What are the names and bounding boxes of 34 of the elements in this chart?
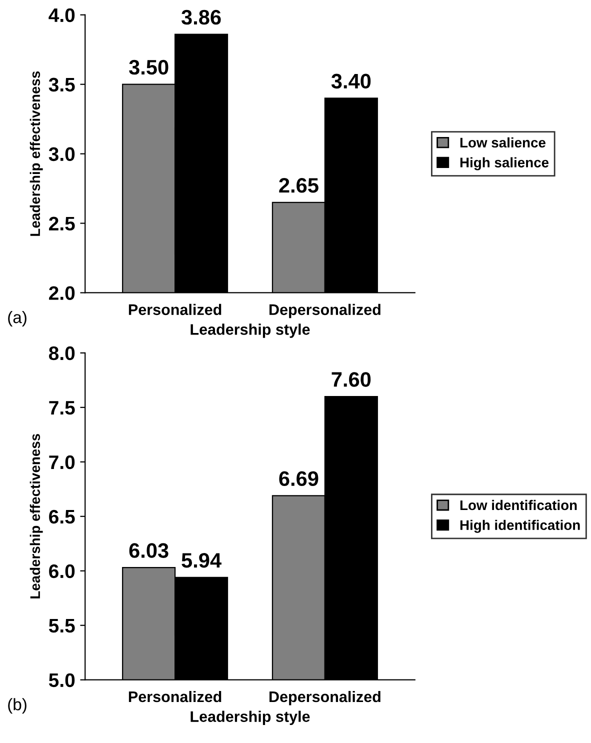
y-tick-label: 5.0 (48, 673, 75, 688)
data-label: 5.94 (182, 552, 222, 568)
y-tick-label: 2.5 (49, 216, 75, 231)
data-label: 6.69 (279, 471, 318, 486)
x-axis-title: Leadership style (190, 324, 310, 338)
legend-label: Low salience (460, 137, 546, 148)
legend-label: High salience (460, 157, 549, 170)
x-axis-title: Leadership style (190, 710, 310, 725)
text: (a) (8, 310, 26, 327)
y-tick-label: 8.0 (48, 346, 75, 360)
data-label: 2.65 (279, 178, 318, 193)
y-tick-label: 3.5 (48, 78, 75, 92)
data-label: 3.50 (129, 60, 168, 75)
x-tick-label: Depersonalized (270, 304, 380, 318)
y-axis-title: Leadership effectiveness (30, 434, 43, 598)
x-tick-label: Depersonalized (270, 690, 380, 706)
y-tick-label: 6.5 (49, 510, 75, 524)
legend-label: High identification (460, 520, 580, 533)
y-tick-label: 7.5 (49, 401, 75, 415)
data-label: 6.03 (129, 543, 168, 558)
y-tick-label: 4.0 (48, 8, 75, 22)
text: (b) (8, 698, 26, 714)
y-tick-label: 6.0 (49, 564, 75, 578)
data-label: 3.40 (331, 74, 371, 89)
x-tick-label: Personalized (128, 304, 222, 316)
y-axis-title: Leadership effectiveness (30, 71, 43, 236)
y-tick-label: 2.0 (49, 286, 75, 300)
x-tick-label: Personalized (128, 690, 222, 702)
data-label: 7.60 (332, 372, 371, 387)
data-label: 3.86 (181, 10, 221, 25)
y-tick-label: 7.0 (49, 455, 75, 470)
y-tick-label: 3.0 (48, 147, 75, 162)
y-tick-label: 5.5 (48, 619, 75, 633)
legend-label: Low identification (460, 500, 577, 510)
